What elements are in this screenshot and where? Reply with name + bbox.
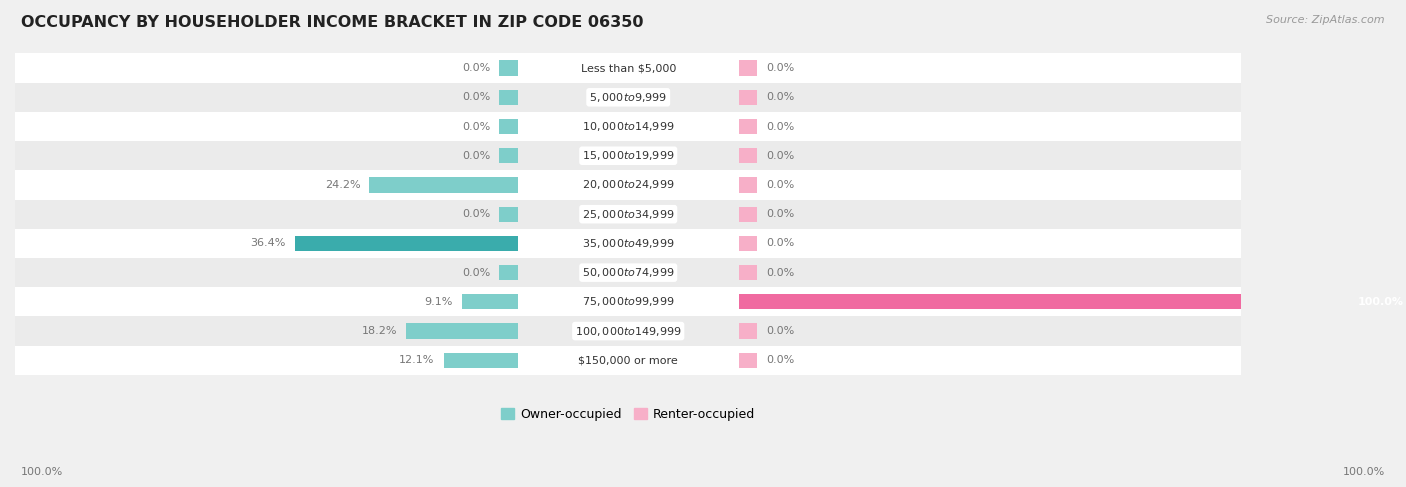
Text: $25,000 to $34,999: $25,000 to $34,999	[582, 207, 675, 221]
Text: 0.0%: 0.0%	[766, 122, 794, 131]
Text: $20,000 to $24,999: $20,000 to $24,999	[582, 178, 675, 191]
Text: $5,000 to $9,999: $5,000 to $9,999	[589, 91, 668, 104]
Text: 0.0%: 0.0%	[463, 151, 491, 161]
Bar	[738, 119, 756, 134]
Bar	[15, 112, 1241, 141]
Bar	[15, 258, 1241, 287]
Bar	[738, 60, 756, 75]
Bar	[738, 236, 756, 251]
Bar	[15, 229, 1241, 258]
Text: $50,000 to $74,999: $50,000 to $74,999	[582, 266, 675, 279]
Text: 18.2%: 18.2%	[361, 326, 396, 336]
Bar	[295, 236, 517, 251]
Text: 0.0%: 0.0%	[463, 63, 491, 73]
Text: $35,000 to $49,999: $35,000 to $49,999	[582, 237, 675, 250]
Text: 0.0%: 0.0%	[463, 268, 491, 278]
Bar	[15, 317, 1241, 346]
Text: 0.0%: 0.0%	[766, 239, 794, 248]
Bar	[738, 90, 756, 105]
Bar	[15, 83, 1241, 112]
Bar	[15, 54, 1241, 83]
Bar	[738, 294, 1351, 309]
Bar	[15, 287, 1241, 317]
Text: 0.0%: 0.0%	[766, 326, 794, 336]
Legend: Owner-occupied, Renter-occupied: Owner-occupied, Renter-occupied	[496, 403, 761, 426]
Text: 24.2%: 24.2%	[325, 180, 360, 190]
Bar	[499, 90, 517, 105]
Bar	[370, 177, 517, 192]
Bar	[15, 200, 1241, 229]
Text: $10,000 to $14,999: $10,000 to $14,999	[582, 120, 675, 133]
Text: 12.1%: 12.1%	[399, 356, 434, 365]
Bar	[444, 353, 517, 368]
Bar	[406, 323, 517, 338]
Bar	[738, 353, 756, 368]
Text: 0.0%: 0.0%	[766, 268, 794, 278]
Text: 0.0%: 0.0%	[766, 63, 794, 73]
Text: $75,000 to $99,999: $75,000 to $99,999	[582, 295, 675, 308]
Text: 0.0%: 0.0%	[463, 209, 491, 219]
Text: $100,000 to $149,999: $100,000 to $149,999	[575, 324, 682, 337]
Bar	[15, 346, 1241, 375]
Bar	[738, 148, 756, 163]
Bar	[499, 206, 517, 222]
Text: 100.0%: 100.0%	[1358, 297, 1405, 307]
Text: 100.0%: 100.0%	[21, 467, 63, 477]
Bar	[499, 148, 517, 163]
Bar	[15, 170, 1241, 200]
Bar	[463, 294, 517, 309]
Bar	[499, 60, 517, 75]
Text: 0.0%: 0.0%	[766, 93, 794, 102]
Text: $15,000 to $19,999: $15,000 to $19,999	[582, 149, 675, 162]
Bar	[499, 265, 517, 280]
Text: 0.0%: 0.0%	[766, 180, 794, 190]
Bar	[738, 177, 756, 192]
Text: 36.4%: 36.4%	[250, 239, 285, 248]
Text: 0.0%: 0.0%	[463, 93, 491, 102]
Text: Less than $5,000: Less than $5,000	[581, 63, 676, 73]
Text: 9.1%: 9.1%	[425, 297, 453, 307]
Text: 0.0%: 0.0%	[766, 151, 794, 161]
Bar	[738, 323, 756, 338]
Text: Source: ZipAtlas.com: Source: ZipAtlas.com	[1267, 15, 1385, 25]
Bar	[15, 141, 1241, 170]
Text: 0.0%: 0.0%	[766, 209, 794, 219]
Text: 100.0%: 100.0%	[1343, 467, 1385, 477]
Text: 0.0%: 0.0%	[463, 122, 491, 131]
Text: $150,000 or more: $150,000 or more	[578, 356, 678, 365]
Bar	[738, 265, 756, 280]
Text: 0.0%: 0.0%	[766, 356, 794, 365]
Text: OCCUPANCY BY HOUSEHOLDER INCOME BRACKET IN ZIP CODE 06350: OCCUPANCY BY HOUSEHOLDER INCOME BRACKET …	[21, 15, 644, 30]
Bar	[499, 119, 517, 134]
Bar	[738, 206, 756, 222]
